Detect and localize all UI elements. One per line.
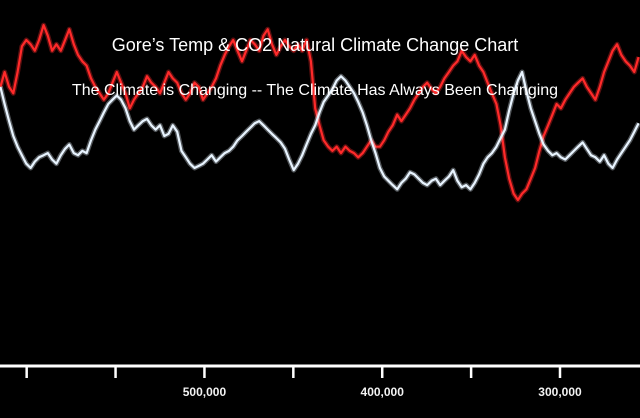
chart-subtitle: The Climate is Changing -- The Climate H… [72,82,558,99]
x-tick-label: 400,000 [361,385,405,399]
series-0-line [0,24,640,202]
chart-title: Gore’s Temp & CO2 Natural Climate Change… [112,35,519,55]
x-tick-label: 500,000 [183,385,227,399]
x-tick-label: 300,000 [538,385,582,399]
series-layer [0,22,640,203]
series-1-line [0,70,640,191]
x-axis: 500,000 400,000 300,000 [0,364,640,399]
